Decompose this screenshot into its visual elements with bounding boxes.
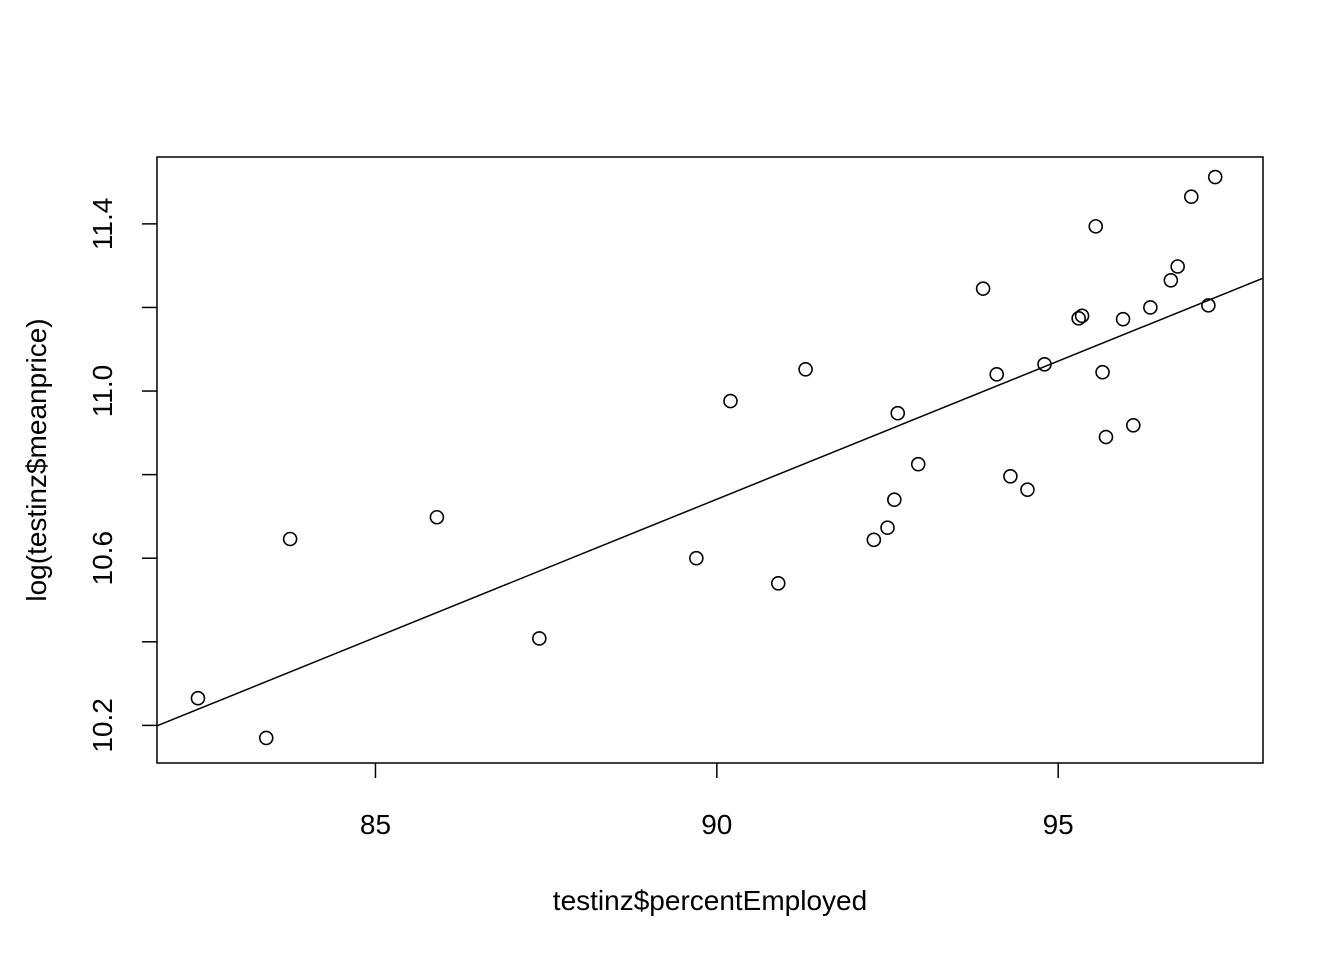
data-point	[1115, 311, 1131, 327]
data-point	[1143, 300, 1158, 315]
data-point	[1207, 169, 1223, 185]
x-axis-title: testinz$percentEmployed	[553, 885, 867, 916]
data-point	[1037, 356, 1052, 372]
data-point	[1088, 219, 1104, 234]
data-points	[190, 169, 1223, 746]
data-point	[1184, 189, 1199, 205]
data-point	[689, 550, 704, 566]
data-point	[989, 367, 1005, 382]
x-axis: 85 90 95	[360, 763, 1074, 840]
data-point	[258, 730, 274, 746]
data-point	[1125, 418, 1141, 433]
plot-frame	[156, 156, 1264, 764]
data-point	[890, 405, 906, 421]
data-point	[1074, 308, 1090, 324]
data-point	[1020, 482, 1035, 497]
data-point	[429, 509, 445, 525]
x-tick-label: 95	[1043, 809, 1074, 840]
y-tick-label: 10.6	[87, 531, 118, 586]
data-point	[1201, 298, 1216, 313]
y-tick-label: 11.0	[87, 365, 118, 417]
data-point	[1095, 364, 1110, 380]
fit-line-group	[156, 277, 1264, 727]
data-point	[866, 532, 882, 548]
data-point	[1163, 272, 1179, 288]
data-point	[975, 281, 991, 296]
data-point	[532, 631, 547, 646]
data-point	[1003, 468, 1018, 484]
data-point	[887, 492, 902, 508]
data-point	[770, 575, 786, 591]
y-axis: 10.2 10.6 11.0 11.4	[87, 198, 157, 753]
data-point	[723, 393, 738, 409]
data-point	[1170, 259, 1185, 274]
y-axis-title: log(testinz$meanprice)	[21, 318, 52, 601]
x-tick-label: 90	[701, 809, 732, 840]
data-point	[190, 690, 206, 706]
x-tick-label: 85	[360, 809, 391, 840]
data-point	[880, 520, 895, 536]
y-tick-label: 10.2	[87, 698, 118, 753]
fit-line	[156, 277, 1264, 727]
data-point	[798, 362, 813, 377]
data-point	[282, 531, 298, 547]
data-point	[1071, 311, 1086, 326]
y-tick-label: 11.4	[87, 198, 118, 250]
data-point	[1098, 429, 1114, 445]
data-point	[910, 456, 926, 472]
